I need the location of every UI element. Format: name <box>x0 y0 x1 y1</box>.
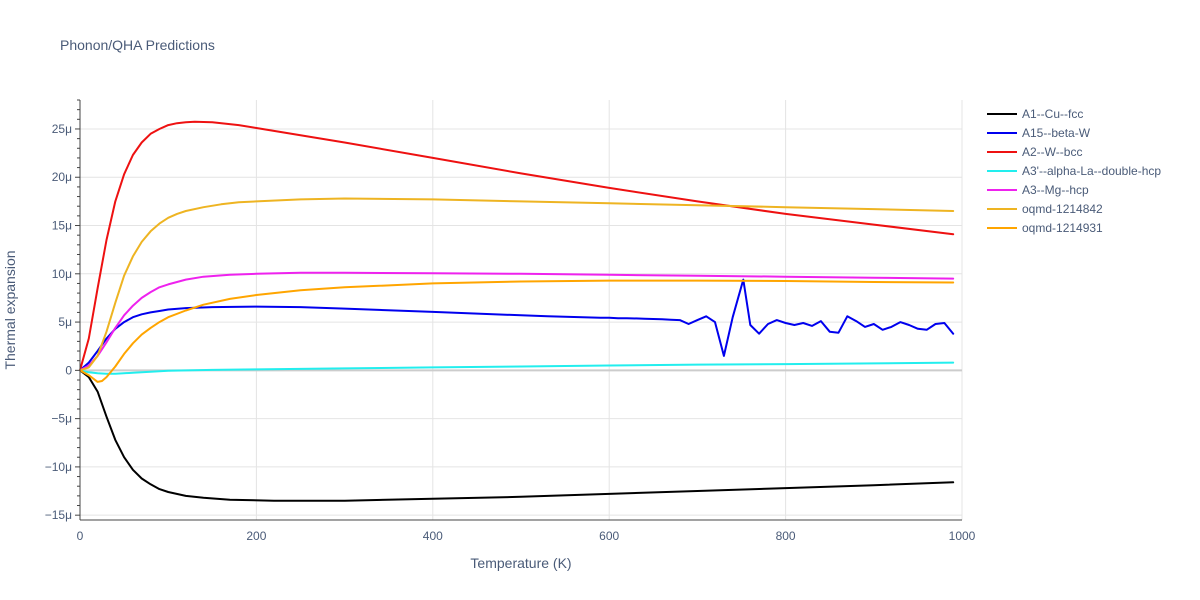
legend-label[interactable]: oqmd-1214842 <box>1022 202 1103 216</box>
grid <box>80 100 963 520</box>
legend-label[interactable]: A3'--alpha-La--double-hcp <box>1022 164 1161 178</box>
legend-label[interactable]: oqmd-1214931 <box>1022 221 1103 235</box>
series-line[interactable] <box>79 197 955 372</box>
y-tick-label: 5μ <box>58 315 72 329</box>
legend: A1--Cu--fcc A15--beta-W A2--W--bcc A3'--alp… <box>987 107 1161 235</box>
y-tick-label: 10μ <box>52 267 72 281</box>
x-axis-title: Temperature (K) <box>470 555 571 571</box>
y-tick-label: 0 <box>65 363 72 377</box>
series-line[interactable] <box>79 120 955 372</box>
legend-label[interactable]: A3--Mg--hcp <box>1022 183 1089 197</box>
y-tick-label: 25μ <box>52 122 72 136</box>
y-tick-label: 15μ <box>52 219 72 233</box>
x-tick-label: 400 <box>423 529 443 543</box>
y-tick-label: −15μ <box>45 508 72 522</box>
y-tick-label: −10μ <box>45 460 72 474</box>
series-line[interactable] <box>79 278 955 372</box>
legend-label[interactable]: A1--Cu--fcc <box>1022 107 1083 121</box>
legend-label[interactable]: A2--W--bcc <box>1022 145 1082 159</box>
series-line[interactable] <box>79 361 955 375</box>
y-tick-label: −5μ <box>51 412 72 426</box>
y-tick-label: 20μ <box>52 170 72 184</box>
x-tick-label: 0 <box>77 529 84 543</box>
chart-title: Phonon/QHA Predictions <box>60 37 215 53</box>
series-line[interactable] <box>79 369 955 502</box>
y-axis-title: Thermal expansion <box>2 250 18 369</box>
x-tick-label: 600 <box>599 529 619 543</box>
series-line[interactable] <box>79 279 955 383</box>
axes: 0 200 400 600 800 1000 −15μ −10μ −5μ 0 5μ 10μ 15μ 20μ… <box>45 99 976 543</box>
x-tick-label: 200 <box>246 529 266 543</box>
plot-area[interactable] <box>79 120 955 502</box>
legend-label[interactable]: A15--beta-W <box>1022 126 1091 140</box>
x-tick-label: 1000 <box>949 529 976 543</box>
series-line[interactable] <box>79 271 955 372</box>
x-tick-label: 800 <box>776 529 796 543</box>
